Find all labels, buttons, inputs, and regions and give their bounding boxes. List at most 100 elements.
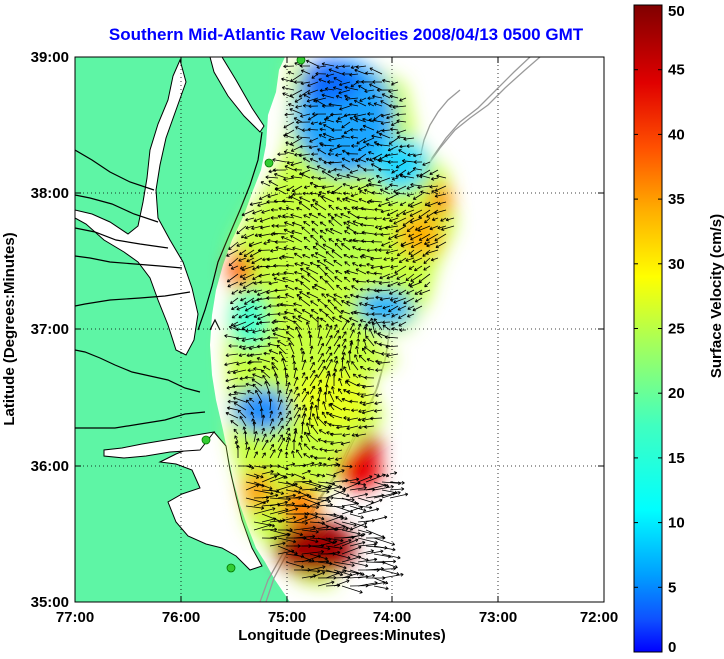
velocity-arrow xyxy=(304,431,311,443)
colorbar-tick-label: 35 xyxy=(668,191,685,208)
velocity-arrow xyxy=(390,321,399,326)
velocity-arrow xyxy=(424,281,431,288)
velocity-arrow xyxy=(364,302,375,307)
velocity-arrow xyxy=(332,372,336,386)
velocity-arrow xyxy=(314,456,327,461)
velocity-arrow xyxy=(396,119,407,124)
velocity-arrow xyxy=(364,216,375,221)
velocity-arrow xyxy=(309,565,326,571)
velocity-arrow xyxy=(279,351,287,363)
velocity-arrow xyxy=(373,216,383,221)
velocity-arrow xyxy=(298,89,311,98)
velocity-arrow xyxy=(325,569,344,577)
velocity-arrow xyxy=(333,167,343,172)
velocity-arrow xyxy=(317,540,338,547)
velocity-arrow xyxy=(252,383,263,395)
velocity-arrow xyxy=(406,193,415,197)
radar-station xyxy=(264,158,274,168)
velocity-arrow xyxy=(301,376,308,387)
velocity-arrow xyxy=(303,185,311,189)
velocity-arrow xyxy=(349,399,359,404)
velocity-arrow xyxy=(311,152,319,157)
velocity-arrow xyxy=(370,256,383,261)
velocity-arrow xyxy=(277,493,296,499)
velocity-arrow xyxy=(373,271,383,276)
velocity-arrow xyxy=(245,505,265,510)
velocity-arrow xyxy=(345,97,359,101)
velocity-arrow xyxy=(403,137,415,141)
velocity-arrow xyxy=(245,313,255,319)
velocity-arrow xyxy=(395,191,407,196)
velocity-arrow xyxy=(365,183,375,188)
velocity-arrow xyxy=(349,72,359,77)
velocity-arrow xyxy=(301,407,308,419)
velocity-arrow xyxy=(415,225,423,231)
velocity-arrow xyxy=(381,93,391,99)
velocity-arrow xyxy=(381,572,404,579)
velocity-arrow xyxy=(285,417,292,427)
velocity-arrow xyxy=(435,241,447,249)
velocity-arrow xyxy=(319,127,327,132)
velocity-arrow xyxy=(238,257,247,262)
velocity-arrow xyxy=(359,190,367,195)
velocity-arrow xyxy=(226,249,239,257)
velocity-arrow xyxy=(277,434,283,443)
velocity-arrow xyxy=(399,144,407,149)
velocity-arrow xyxy=(299,291,311,299)
velocity-arrow xyxy=(302,254,311,259)
velocity-arrow xyxy=(274,187,287,195)
velocity-arrow xyxy=(391,169,399,174)
velocity-arrow xyxy=(303,221,311,227)
velocity-arrow xyxy=(300,81,311,86)
velocity-arrow xyxy=(343,366,351,379)
velocity-arrow xyxy=(253,367,263,371)
velocity-arrow xyxy=(333,539,352,547)
colorbar-label: Surface Velocity (cm/s) xyxy=(708,214,724,378)
velocity-arrow xyxy=(277,516,297,523)
velocity-arrow xyxy=(261,427,265,435)
velocity-arrow xyxy=(294,262,303,267)
velocity-arrow xyxy=(294,97,303,103)
velocity-arrow xyxy=(244,375,255,380)
radar-station xyxy=(201,435,211,445)
velocity-arrow xyxy=(350,193,359,198)
velocity-arrow xyxy=(295,120,311,125)
velocity-arrow xyxy=(252,329,263,334)
velocity-arrow xyxy=(359,287,367,292)
velocity-arrow xyxy=(346,173,359,179)
velocity-arrow xyxy=(414,289,423,295)
velocity-arrow xyxy=(269,475,286,483)
velocity-arrow xyxy=(294,286,303,291)
velocity-arrow xyxy=(340,441,351,446)
velocity-arrow xyxy=(253,473,264,479)
velocity-arrow xyxy=(293,393,300,403)
velocity-arrow xyxy=(308,145,319,150)
velocity-arrow xyxy=(325,352,333,363)
velocity-arrow xyxy=(324,448,335,453)
velocity-arrow xyxy=(325,545,343,550)
velocity-arrow xyxy=(385,249,399,255)
velocity-arrow xyxy=(277,507,299,515)
velocity-arrow xyxy=(292,315,303,323)
velocity-arrow xyxy=(328,219,335,227)
velocity-arrow xyxy=(253,437,260,451)
velocity-arrow xyxy=(364,375,375,380)
velocity-arrow xyxy=(244,297,255,305)
velocity-arrow xyxy=(293,407,301,419)
velocity-arrow xyxy=(277,425,284,435)
velocity-arrow xyxy=(253,431,258,443)
velocity-arrow xyxy=(271,356,279,363)
velocity-arrow xyxy=(399,201,407,206)
velocity-arrow xyxy=(269,434,276,443)
velocity-arrow xyxy=(398,257,407,263)
velocity-arrow xyxy=(343,221,351,227)
velocity-arrow xyxy=(321,93,335,99)
velocity-arrow xyxy=(293,80,303,85)
velocity-arrow xyxy=(359,366,367,371)
velocity-arrow xyxy=(346,417,359,422)
velocity-arrow xyxy=(288,342,295,355)
velocity-arrow xyxy=(412,153,423,158)
velocity-arrow xyxy=(293,386,299,395)
velocity-arrow xyxy=(228,257,239,267)
velocity-arrow xyxy=(325,266,335,275)
